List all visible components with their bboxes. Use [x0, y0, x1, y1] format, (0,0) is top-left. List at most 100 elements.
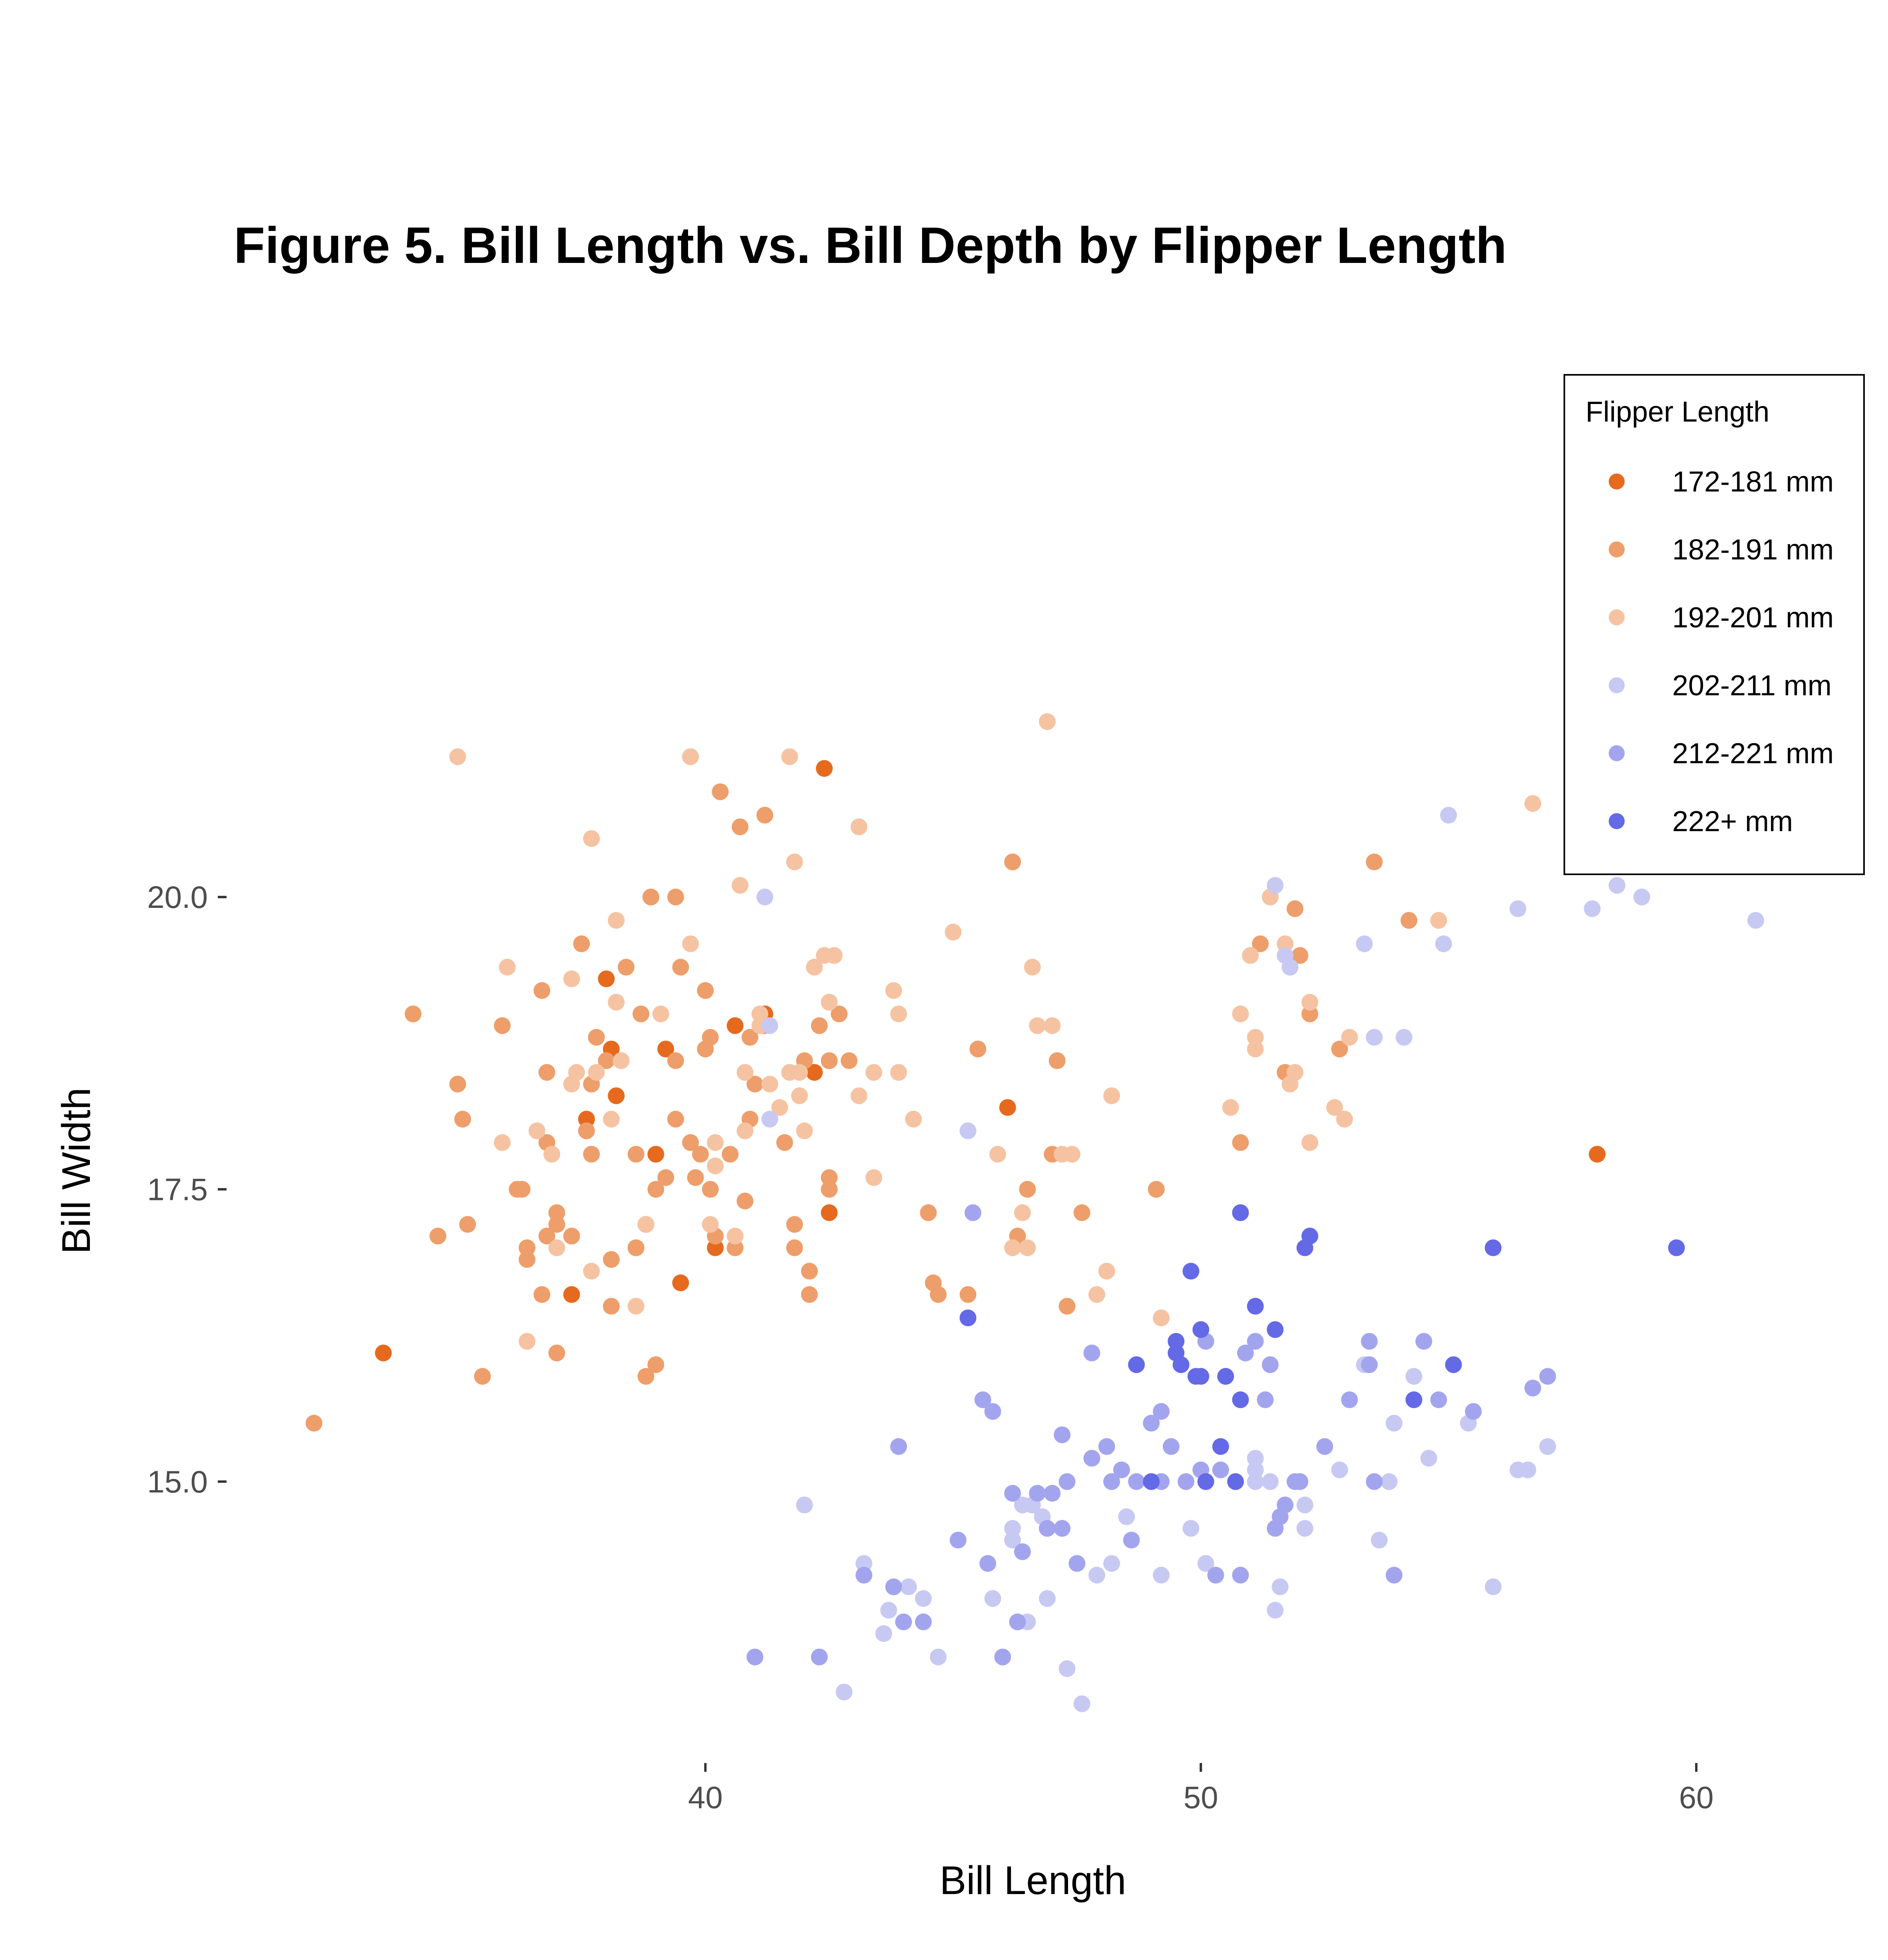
data-point [583, 1146, 600, 1163]
data-point [519, 1333, 535, 1350]
data-point [1336, 1110, 1353, 1128]
data-point [1004, 1520, 1021, 1537]
data-point [801, 1263, 818, 1280]
data-point [1247, 1333, 1264, 1350]
data-point [776, 1134, 793, 1151]
data-point [528, 1122, 545, 1139]
data-point [548, 1344, 565, 1361]
data-point [1271, 1578, 1289, 1596]
data-point [811, 1017, 828, 1034]
data-point [1212, 1461, 1229, 1478]
data-point [538, 1228, 555, 1245]
data-point [1484, 1239, 1502, 1256]
data-point [707, 1239, 724, 1256]
data-point [791, 1087, 808, 1104]
data-point [746, 1076, 764, 1092]
data-point [726, 1239, 744, 1256]
data-point [449, 748, 466, 765]
data-point [1247, 1450, 1264, 1467]
data-point [1232, 1134, 1249, 1151]
data-point [1267, 1321, 1284, 1338]
data-point [1029, 1485, 1046, 1502]
data-point [796, 1122, 813, 1139]
data-point [548, 1204, 565, 1221]
data-point [840, 1052, 857, 1069]
data-point [1153, 1309, 1170, 1327]
data-point [1247, 1473, 1264, 1490]
data-point [608, 994, 625, 1011]
data-point [1326, 1099, 1343, 1116]
data-point [1014, 1204, 1031, 1221]
data-point [1361, 1333, 1378, 1350]
data-point [1291, 947, 1309, 964]
data-point [1286, 900, 1303, 917]
legend-swatch [1609, 474, 1625, 490]
data-point [741, 1029, 758, 1046]
data-point [657, 1169, 674, 1186]
data-point [890, 1064, 907, 1081]
data-point [1019, 1239, 1036, 1256]
data-point [826, 947, 843, 964]
legend-item: 202-211 mm [1609, 670, 1832, 702]
legend-item: 182-191 mm [1609, 534, 1834, 566]
data-point [786, 1239, 803, 1256]
data-point [761, 1076, 778, 1092]
data-point [885, 1578, 902, 1596]
x-tick-label: 40 [688, 1780, 723, 1815]
data-point [375, 1344, 392, 1361]
data-point [949, 1532, 967, 1549]
data-point [647, 1181, 664, 1198]
y-tick-label: 20.0 [147, 880, 208, 915]
data-point [786, 1216, 803, 1233]
data-point [429, 1228, 446, 1245]
data-point [627, 1146, 645, 1163]
data-point [726, 1017, 744, 1034]
data-point [1277, 935, 1294, 952]
data-point [1435, 935, 1452, 952]
data-point [732, 818, 749, 836]
x-tick-label: 50 [1184, 1780, 1218, 1815]
data-point [583, 830, 600, 847]
data-point [1148, 1181, 1165, 1198]
data-point [821, 1169, 838, 1186]
data-point [707, 1157, 724, 1174]
data-point [533, 1286, 551, 1303]
legend-item: 212-221 mm [1609, 738, 1834, 770]
data-point [1509, 900, 1526, 917]
data-point [1232, 1005, 1249, 1023]
data-point [1539, 1438, 1556, 1455]
data-point [543, 1146, 560, 1163]
data-point [647, 1356, 664, 1373]
data-point [1029, 1017, 1046, 1034]
data-point [1098, 1263, 1115, 1280]
data-point [697, 982, 714, 999]
series-5 [746, 1204, 1556, 1666]
data-point [1539, 1368, 1556, 1385]
data-point [974, 1391, 991, 1408]
data-point [989, 1146, 1006, 1163]
data-point [1247, 1297, 1264, 1315]
legend-swatch [1609, 813, 1625, 829]
y-axis-title: Bill Width [54, 1088, 99, 1254]
data-point [1430, 1391, 1447, 1408]
data-point [1004, 854, 1021, 870]
data-point [608, 1087, 625, 1104]
data-point [667, 1110, 684, 1128]
data-point [1261, 1473, 1279, 1490]
data-point [915, 1613, 932, 1630]
data-point [603, 1251, 620, 1268]
data-point [707, 1134, 724, 1151]
data-point [1405, 1368, 1422, 1385]
data-point [806, 959, 823, 976]
data-point [1098, 1438, 1115, 1455]
legend-label: 202-211 mm [1672, 670, 1832, 702]
data-point [751, 1005, 768, 1023]
data-point [1395, 1029, 1413, 1046]
data-point [1261, 1356, 1279, 1373]
data-point [637, 1368, 655, 1385]
data-point [855, 1566, 873, 1584]
data-point [538, 1064, 555, 1081]
data-point [1128, 1356, 1145, 1373]
